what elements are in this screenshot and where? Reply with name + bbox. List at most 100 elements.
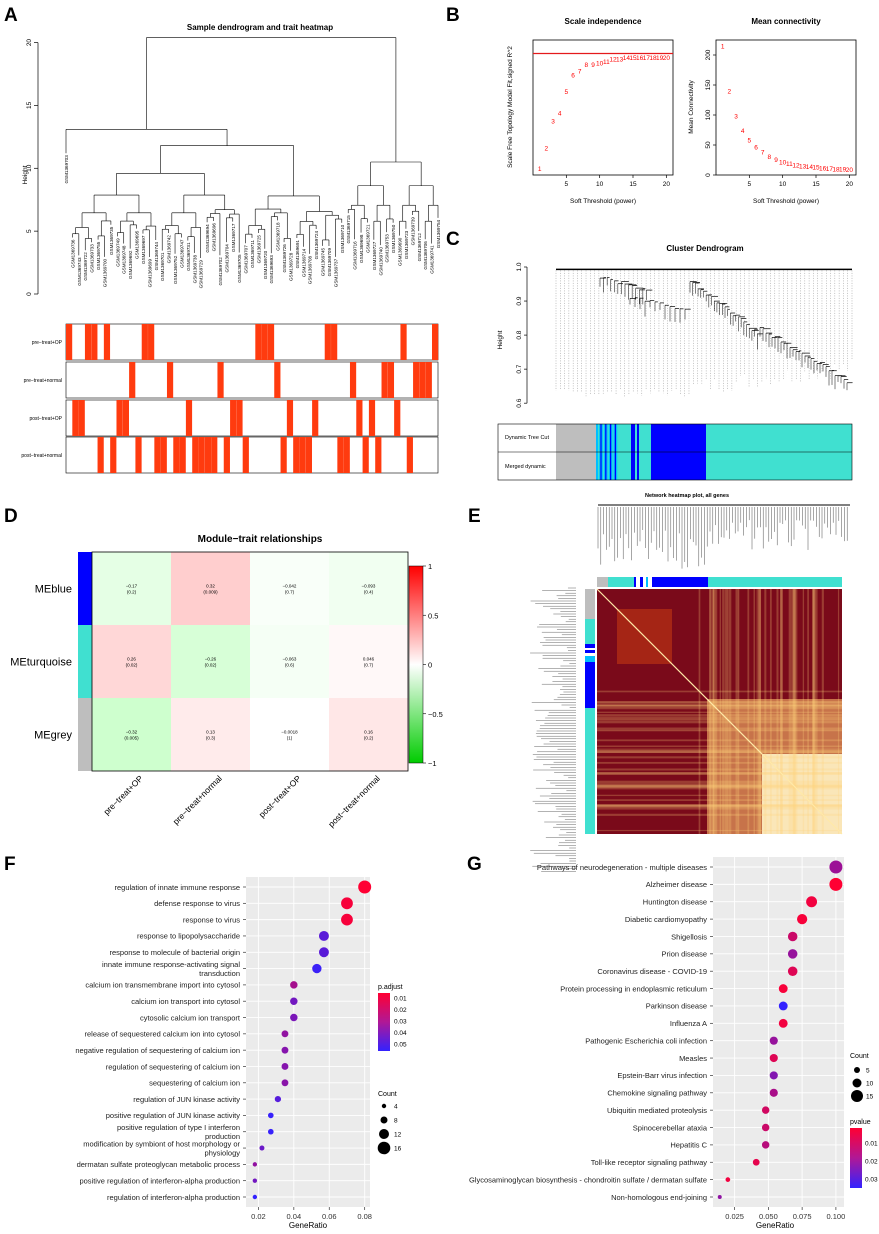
data-label: 2 — [545, 146, 549, 153]
panel-d-row-color — [78, 552, 92, 625]
panel-a-trait-cell — [299, 437, 306, 473]
term-label: Coronavirus disease - COVID-19 — [597, 967, 707, 976]
panel-a-trait-cell — [135, 437, 142, 473]
panel-a-trait-cell — [406, 437, 413, 473]
panel-a-trait-cell — [305, 437, 312, 473]
panel-e-top-colorbar — [646, 577, 648, 587]
data-point — [725, 1177, 731, 1182]
data-label: 17 — [826, 166, 834, 173]
term-label: cytosolic calcium ion transport — [140, 1013, 241, 1022]
panel-a-trait-cell — [242, 437, 249, 473]
term-label: innate immune response-activating signal — [102, 960, 240, 969]
panel-e-heatmap-stripe — [597, 706, 842, 710]
panel-c-track-stripe — [605, 452, 607, 480]
panel-c-module-tracks — [497, 423, 853, 481]
panel-a-trait-cell — [387, 362, 395, 398]
panel-c-track-stripe — [602, 424, 604, 452]
term-label: Parkinson disease — [646, 1002, 707, 1011]
panel-d-cell-pvalue: (0.2) — [364, 736, 374, 741]
panel-e-heatmap-stripe — [597, 718, 842, 721]
panel-a-trait-cell — [375, 437, 382, 473]
panel-e-heatmap-stripe — [821, 589, 824, 834]
panel-g-size-key — [854, 1067, 860, 1073]
data-point — [717, 1195, 722, 1199]
term-label: Influenza A — [670, 1019, 707, 1028]
data-label: 12 — [609, 56, 617, 63]
panel-a-sample-label: GSM1369738 — [192, 255, 197, 284]
term-label: production — [205, 1132, 240, 1141]
panel-a-y-tick-label: 0 — [26, 292, 33, 296]
panel-c-track-stripe — [637, 424, 639, 452]
data-label: 4 — [741, 128, 745, 135]
term-label: defense response to virus — [154, 899, 240, 908]
panel-e-heatmap-stripe — [597, 730, 842, 732]
panel-g-colorbar-label: 0.02 — [865, 1159, 878, 1166]
panel-d-row-label: MEturquoise — [10, 657, 72, 669]
panel-c-track-stripe — [637, 452, 639, 480]
panel-a-sample-dendrogram: Sample dendrogram and trait heatmap 0 5 10… — [21, 23, 441, 474]
term-label: Chemokine signaling pathway — [607, 1089, 707, 1098]
panel-b2-frame — [715, 39, 857, 176]
data-label: 18 — [649, 55, 657, 62]
panel-label-b: B — [446, 5, 460, 26]
data-point — [769, 1071, 778, 1080]
panel-d-cell — [92, 625, 171, 698]
panel-f-colorbar — [378, 993, 390, 1051]
panel-e-heatmap-stripe — [597, 756, 842, 759]
panel-d-row-color — [78, 625, 92, 698]
panel-d-module-trait: Module−trait relationships MEblue −0.17(0… — [10, 534, 443, 829]
panel-a-y-tick-label: 10 — [26, 164, 33, 172]
panel-a-sample-label: GSM1369743 — [77, 257, 82, 286]
panel-e-heatmap-stripe — [724, 589, 728, 834]
term-label: positive regulation of JUN kinase activi… — [106, 1111, 240, 1120]
panel-e-heatmap-stripe — [807, 589, 809, 834]
panel-d-cell-value: 0.13 — [206, 730, 215, 735]
panel-e-side-colorbar — [585, 644, 595, 648]
panel-e-heatmap-stripe — [791, 589, 795, 834]
panel-a-trait-cell — [337, 437, 344, 473]
panel-e-heatmap-stripe — [597, 772, 842, 775]
panel-f-xlabel: GeneRatio — [289, 1221, 328, 1230]
data-point — [312, 963, 322, 974]
panel-c-dendrogram — [555, 268, 853, 397]
panel-f-size-key — [380, 1116, 388, 1124]
panel-e-heatmap-stripe — [812, 589, 814, 834]
panel-e-heatmap-stripe — [597, 785, 842, 787]
data-point — [761, 1106, 770, 1114]
panel-c-track-stripe — [614, 452, 616, 480]
panel-e-heatmap-stripe — [793, 589, 795, 834]
panel-d-cell — [250, 625, 329, 698]
panel-e-side-colorbar — [585, 662, 595, 708]
y-tick-label: 0 — [705, 173, 712, 177]
x-tick-label: 0.075 — [793, 1212, 812, 1221]
panel-g-legend: 5 10 15 0.01 0.02 0.03 — [850, 1067, 878, 1188]
data-point — [281, 1030, 289, 1038]
data-label: 16 — [819, 165, 827, 172]
panel-label-c: C — [446, 229, 460, 250]
panel-d-row-color — [78, 698, 92, 771]
panel-a-trait-cell — [223, 437, 230, 473]
panel-a-sample-label: GSM1369702 — [218, 257, 223, 286]
panel-e-heatmap-stripe — [597, 750, 842, 754]
data-label: 11 — [786, 161, 793, 168]
data-label: 15 — [629, 55, 637, 62]
panel-a-y-tick-label: 20 — [26, 39, 33, 47]
y-tick-label: 200 — [705, 49, 712, 60]
term-label: calcium ion transport into cytosol — [131, 997, 240, 1006]
data-label: 19 — [656, 55, 664, 62]
panel-e-heatmap-stripe — [709, 589, 712, 834]
panel-a-sample-label: GSM1369749 — [115, 238, 120, 267]
term-label: response to virus — [183, 915, 240, 924]
panel-e-heatmap-stripe — [758, 589, 761, 834]
panel-c-y-tick-label: 1.0 — [516, 262, 523, 271]
panel-g-size-key — [852, 1078, 862, 1088]
panel-a-trait-row — [65, 361, 439, 399]
data-label: 1 — [538, 166, 542, 173]
panel-d-cell-pvalue: (0.4) — [364, 590, 374, 595]
panel-c-track-stripe — [610, 424, 612, 452]
panel-c-ylabel: Height — [497, 330, 504, 349]
data-point — [829, 860, 843, 874]
